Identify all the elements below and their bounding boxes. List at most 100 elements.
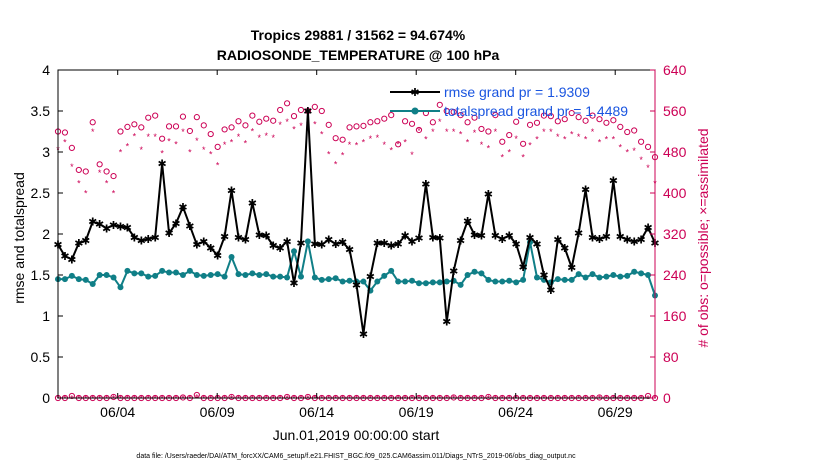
rmse-point: ✱ [276, 243, 285, 255]
obs-possible-point [186, 127, 193, 135]
rmse-point: ✱ [505, 231, 514, 243]
spread-point [304, 238, 311, 245]
spread-point [277, 273, 284, 280]
obs-possible-point [499, 138, 506, 145]
spread-point [554, 276, 561, 283]
obs-possible-point [374, 118, 381, 125]
obs-assimilated-point: * [445, 127, 449, 137]
obs-assimilated-point: * [216, 160, 220, 170]
obs-possible-point [311, 103, 318, 111]
rmse-point: ✱ [532, 239, 541, 251]
obs-assimilated-point: * [556, 132, 560, 142]
obs-assimilated-point: * [140, 145, 144, 155]
legend-spread-label: totalspread grand pr = 1.4489 [444, 103, 628, 119]
legend-rmse-marker: ✱ [410, 87, 419, 99]
obs-possible-point [450, 108, 457, 116]
rmse-point: ✱ [338, 237, 347, 249]
spread-point [631, 268, 638, 275]
y2-axis-ticks: 0 80 160 240 320 400 480 560 640 [650, 62, 687, 406]
rmse-point: ✱ [380, 238, 389, 250]
rmse-point: ✱ [331, 239, 340, 251]
y2-tick-label: 560 [663, 103, 687, 119]
spread-point [263, 271, 270, 278]
rmse-point: ✱ [442, 317, 451, 329]
obs-assimilated-point: * [577, 132, 581, 142]
rmse-point: ✱ [109, 220, 118, 232]
obs-possible-point [89, 119, 96, 126]
obs-possible-point [318, 107, 325, 115]
rmse-point: ✱ [602, 231, 611, 243]
spread-point [589, 271, 596, 278]
spread-point [478, 270, 485, 277]
y-tick-label: 2.5 [31, 185, 51, 201]
obs-assimilated-point: * [424, 135, 428, 145]
rmse-point: ✱ [116, 222, 125, 234]
obs-assimilated-point: * [181, 127, 185, 137]
rmse-point: ✱ [164, 228, 173, 240]
obs-possible-point [464, 119, 471, 126]
obs-possible-point [249, 112, 256, 119]
obs-possible-point [179, 113, 187, 120]
rmse-point: ✱ [428, 232, 437, 244]
x-tick-label: 06/24 [498, 404, 533, 420]
spread-point [96, 272, 103, 278]
obs-assimilated-point: * [355, 140, 359, 150]
spread-point [82, 276, 89, 283]
y2-tick-label: 480 [663, 144, 687, 160]
y-tick-label: 3.5 [31, 103, 51, 119]
rmse-point: ✱ [227, 186, 236, 198]
obs-possible-point [415, 126, 423, 134]
spread-point [145, 273, 152, 280]
spread-point [436, 279, 443, 286]
x-tick-label: 06/29 [598, 404, 633, 420]
y2-tick-label: 80 [663, 349, 679, 365]
obs-assimilated-point: * [167, 137, 171, 147]
obs-assimilated-point: * [625, 148, 629, 158]
rmse-point: ✱ [81, 236, 90, 248]
spread-point [325, 276, 332, 283]
spread-point [297, 273, 304, 280]
spread-point [422, 280, 429, 287]
obs-possible-point [540, 112, 548, 119]
rmse-point: ✱ [289, 278, 298, 290]
rmse-point: ✱ [345, 245, 354, 257]
obs-possible-point [103, 168, 110, 175]
spread-point [200, 272, 207, 279]
x-tick-label: 06/04 [100, 404, 135, 420]
obs-assimilated-point: * [389, 145, 393, 155]
obs-possible-point [638, 138, 645, 145]
rmse-point: ✱ [643, 222, 652, 234]
obs-possible-point [221, 126, 228, 133]
obs-possible-point [624, 128, 631, 136]
spread-point [332, 275, 339, 282]
obs-possible-point [589, 112, 596, 119]
obs-possible-point [436, 101, 443, 108]
obs-assimilated-point: * [473, 128, 477, 138]
obs-assimilated-point: * [605, 135, 609, 145]
spread-point [186, 267, 193, 274]
obs-assimilated-point: * [591, 127, 595, 137]
obs-possible-point [61, 129, 69, 136]
spread-point [499, 278, 506, 285]
rmse-point: ✱ [449, 266, 458, 278]
rmse-point: ✱ [310, 239, 319, 251]
chart-title: Tropics 29881 / 31562 = 94.674% [251, 27, 466, 43]
y-tick-label: 4 [42, 62, 50, 78]
obs-possible-point [353, 123, 360, 130]
obs-possible-point [290, 113, 298, 120]
obs-possible-point [332, 135, 339, 142]
spread-point [138, 270, 145, 277]
rmse-point: ✱ [158, 158, 167, 170]
spread-point [249, 270, 256, 277]
obs-assimilated-point: * [501, 153, 505, 163]
spread-point [193, 272, 200, 278]
spread-point [568, 276, 575, 283]
obs-possible-point [561, 116, 568, 123]
y-tick-label: 2 [42, 226, 50, 242]
obs-possible-point [367, 119, 374, 126]
obs-assimilated-point: * [376, 133, 380, 143]
obs-assimilated-point: * [369, 134, 373, 144]
obs-possible-point [68, 144, 75, 151]
rmse-point: ✱ [421, 179, 430, 191]
rmse-point: ✱ [262, 231, 271, 243]
